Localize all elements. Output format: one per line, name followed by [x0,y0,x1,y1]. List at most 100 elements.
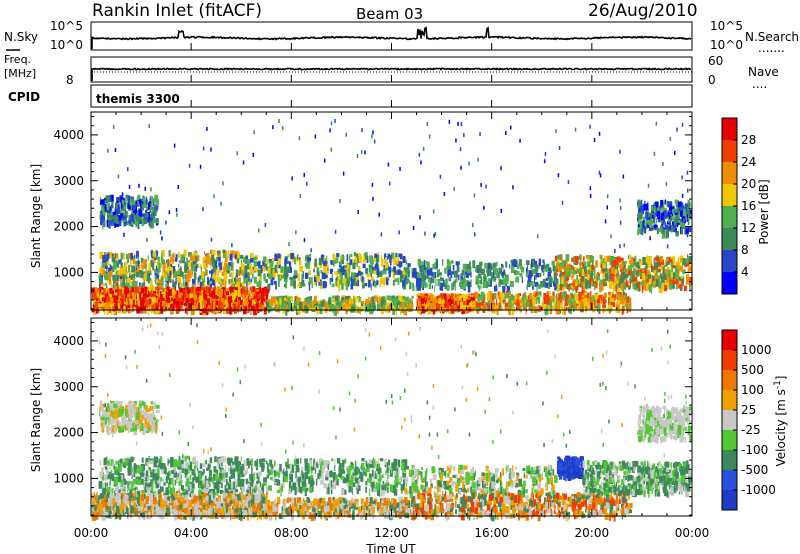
power-echo-cell [454,279,457,284]
power-echo-cell [276,262,281,269]
power-echo-cell [275,283,277,290]
power-echo-cell [216,251,220,255]
power-echo-cell [171,260,175,265]
power-echo-cell [450,274,453,278]
power-echo-cell [176,212,178,217]
power-echo-cell [475,307,479,312]
power-echo-cell [552,296,555,300]
power-echo-cell [407,298,412,305]
power-echo-cell [114,208,117,215]
power-echo-cell [153,198,155,205]
power-echo-cell [667,225,670,231]
power-echo-cell [279,298,282,305]
power-echo-cell [263,261,265,266]
power-echo-cell [222,251,227,258]
power-echo-cell [369,267,373,274]
power-echo-cell [463,301,466,305]
power-echo-cell [365,269,368,275]
power-echo-cell [555,278,559,285]
power-echo-cell [358,296,361,303]
power-echo-cell [140,287,145,294]
power-echo-cell [235,278,238,285]
power-echo-cell [155,306,159,315]
power-echo-cell [608,277,610,282]
power-echo-cell [261,298,265,302]
power-echo-cell [153,210,155,217]
power-echo-cell [462,283,464,288]
power-echo-cell [587,270,589,278]
power-echo-cell [648,278,652,285]
power-echo-cell [642,222,644,231]
power-echo-cell [123,232,125,237]
power-echo-cell [165,272,169,281]
power-echo-cell [598,294,603,299]
power-echo-cell [562,307,565,315]
power-echo-cell [263,273,266,282]
power-echo-cell [393,301,397,307]
power-echo-cell [233,254,236,258]
power-echo-cell [596,273,598,277]
power-echo-cell [264,223,267,227]
power-echo-cell [532,305,536,310]
power-echo-cell [161,252,163,260]
power-echo-cell [162,306,165,312]
power-echo-cell [420,265,424,273]
power-echo-cell [449,293,452,298]
power-echo-cell [104,298,106,303]
power-echo-cell [273,297,277,302]
power-echo-cell [186,267,189,271]
power-echo-cell [314,258,317,267]
power-echo-cell [175,254,178,260]
power-echo-cell [314,301,318,308]
power-echo-cell [402,256,406,263]
power-echo-cell [222,181,224,186]
power-echo-cell [661,282,665,288]
power-echo-cell [462,304,466,311]
power-echo-cell [129,269,132,276]
power-echo-cell [97,293,99,297]
power-echo-cell [438,297,442,304]
power-echo-cell [257,293,261,299]
power-echo-cell [342,302,346,307]
power-echo-cell [613,302,616,308]
power-echo-cell [235,282,238,288]
power-echo-cell [538,258,542,267]
power-echo-cell [137,194,141,200]
power-echo-cell [168,210,171,215]
power-echo-cell [534,274,537,281]
power-echo-cell [237,270,241,276]
power-echo-cell [680,258,683,263]
power-echo-cell [639,271,642,277]
power-echo-cell [391,268,394,273]
power-echo-cell [107,210,111,214]
power-echo-cell [270,260,274,268]
power-echo-cell [146,206,149,211]
power-echo-cell [380,277,384,285]
power-echo-cell [508,291,511,295]
power-echo-cell [487,293,491,301]
power-echo-cell [667,221,671,225]
power-echo-cell [575,284,579,291]
power-echo-cell [118,302,120,309]
power-echo-cell [532,285,534,290]
power-echo-cell [141,213,145,218]
power-echo-cell [251,291,255,295]
power-echo-cell [166,286,170,292]
power-echo-cell [372,279,375,287]
power-echo-cell [186,287,190,295]
power-echo-cell [325,264,329,269]
power-echo-cell [186,257,188,266]
power-echo-cell [497,291,501,299]
power-echo-cell [365,252,368,256]
power-echo-cell [512,261,516,267]
power-echo-cell [488,268,492,276]
power-echo-cell [142,282,146,290]
power-echo-cell [504,274,507,282]
power-echo-cell [157,263,161,271]
power-echo-cell [647,223,650,228]
power-echo-cell [418,301,421,307]
power-echo-cell [535,292,539,296]
power-echo-cell [624,299,627,308]
power-echo-cell [348,276,350,283]
power-echo-cell [527,274,532,282]
